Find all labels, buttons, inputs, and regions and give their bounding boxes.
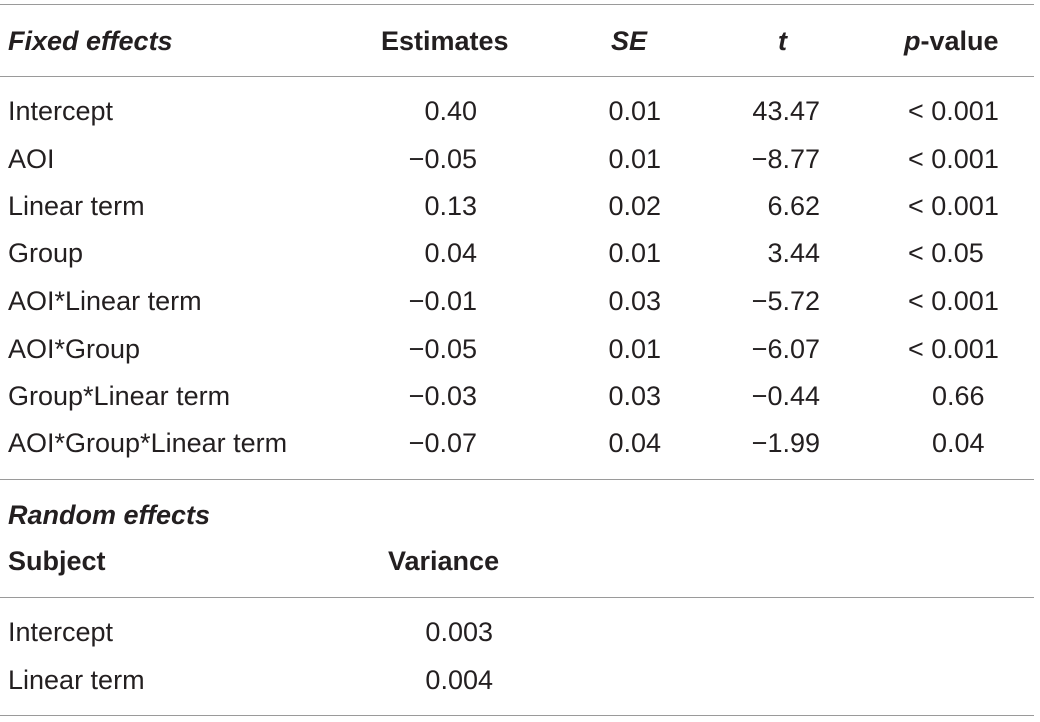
table-row: Intercept 0.40 0.01 43.47 < 0.001 <box>0 88 1040 134</box>
se-cell: 0.03 <box>608 381 661 411</box>
random-effects-heading: Random effects <box>8 500 211 530</box>
table-row: AOI −0.05 0.01 −8.77 < 0.001 <box>0 136 1040 182</box>
row-label: Group*Linear term <box>8 381 231 411</box>
variance-cell: 0.004 <box>425 665 493 695</box>
top-rule <box>0 4 1034 5</box>
row-label: Linear term <box>8 191 145 221</box>
bottom-rule <box>0 715 1034 716</box>
variance-cell: 0.003 <box>425 617 493 647</box>
p-value-cell: < 0.001 <box>908 334 999 364</box>
p-value-cell: < 0.05 <box>908 238 984 268</box>
t-column-header: t <box>778 26 787 56</box>
fixed-effects-heading: Fixed effects <box>8 26 173 56</box>
t-cell: −1.99 <box>751 428 820 458</box>
se-cell: 0.01 <box>608 96 661 126</box>
t-cell: 43.47 <box>752 96 820 126</box>
estimate-cell: −0.03 <box>408 381 477 411</box>
row-label: AOI*Linear term <box>8 286 202 316</box>
se-column-header: SE <box>611 26 648 56</box>
se-cell: 0.01 <box>608 144 661 174</box>
row-label: Linear term <box>8 665 145 695</box>
p-value-cell: < 0.001 <box>908 191 999 221</box>
t-cell: −5.72 <box>751 286 820 316</box>
p-value-header-p: p <box>904 26 921 56</box>
table-row: Linear term 0.13 0.02 6.62 < 0.001 <box>0 183 1040 229</box>
random-effects-header-row: Subject Variance <box>0 538 1040 584</box>
p-value-cell: 0.66 <box>932 381 985 411</box>
t-cell: −6.07 <box>751 334 820 364</box>
se-cell: 0.03 <box>608 286 661 316</box>
t-cell: −0.44 <box>751 381 820 411</box>
se-cell: 0.01 <box>608 238 661 268</box>
table-row: Group*Linear term −0.03 0.03 −0.44 0.66 <box>0 373 1040 419</box>
header-rule <box>0 76 1034 77</box>
table-row: AOI*Group −0.05 0.01 −6.07 < 0.001 <box>0 326 1040 372</box>
random-header-rule <box>0 597 1034 598</box>
t-cell: −8.77 <box>751 144 820 174</box>
row-label: Intercept <box>8 617 114 647</box>
p-value-cell: < 0.001 <box>908 96 999 126</box>
row-label: AOI*Group*Linear term <box>8 428 288 458</box>
estimate-cell: −0.05 <box>408 144 477 174</box>
t-cell: 3.44 <box>767 238 820 268</box>
se-cell: 0.01 <box>608 334 661 364</box>
fixed-effects-header-row: Fixed effects Estimates SE t p-value <box>0 18 1040 64</box>
row-label: Group <box>8 238 84 268</box>
section-rule <box>0 479 1034 480</box>
estimate-cell: −0.01 <box>408 286 477 316</box>
estimate-cell: 0.40 <box>424 96 477 126</box>
table-row: AOI*Group*Linear term −0.07 0.04 −1.99 0… <box>0 420 1040 466</box>
table-row: Group 0.04 0.01 3.44 < 0.05 <box>0 230 1040 276</box>
estimate-cell: 0.13 <box>424 191 477 221</box>
se-cell: 0.04 <box>608 428 661 458</box>
table-row: Linear term 0.004 <box>0 657 1040 703</box>
estimate-cell: −0.05 <box>408 334 477 364</box>
p-value-cell: < 0.001 <box>908 144 999 174</box>
table-row: Intercept 0.003 <box>0 609 1040 655</box>
row-label: AOI*Group <box>8 334 141 364</box>
p-value-header-suffix: -value <box>920 26 999 56</box>
subject-column-header: Subject <box>8 546 106 576</box>
estimates-column-header: Estimates <box>381 26 509 56</box>
t-cell: 6.62 <box>767 191 820 221</box>
p-value-column-header: p-value <box>904 18 999 64</box>
random-effects-title-row: Random effects <box>0 492 1040 538</box>
estimate-cell: −0.07 <box>408 428 477 458</box>
variance-column-header: Variance <box>388 546 500 576</box>
estimate-cell: 0.04 <box>424 238 477 268</box>
row-label: Intercept <box>8 96 114 126</box>
p-value-cell: < 0.001 <box>908 286 999 316</box>
p-value-cell: 0.04 <box>932 428 985 458</box>
se-cell: 0.02 <box>608 191 661 221</box>
row-label: AOI <box>8 144 55 174</box>
table-row: AOI*Linear term −0.01 0.03 −5.72 < 0.001 <box>0 278 1040 324</box>
